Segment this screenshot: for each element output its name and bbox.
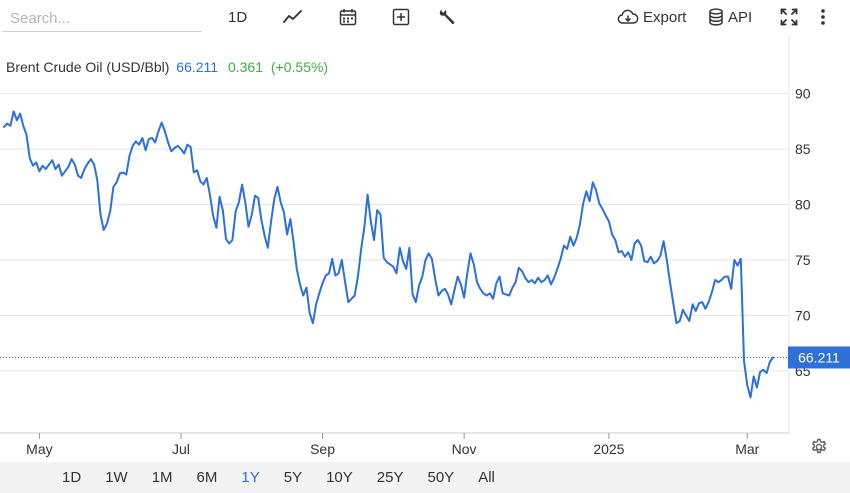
- interval-label: 1D: [228, 8, 248, 26]
- plus-box-icon: [392, 8, 410, 26]
- more-vertical-icon: [821, 9, 825, 25]
- x-tick-label: Sep: [310, 441, 335, 457]
- chart-header: Brent Crude Oil (USD/Bbl) 66.211 0.361 (…: [6, 59, 328, 75]
- price-change-percent: (+0.55%): [270, 59, 329, 75]
- y-tick-label: 75: [795, 252, 811, 268]
- range-1d-button[interactable]: 1D: [59, 469, 84, 486]
- series-line: [3, 110, 774, 399]
- last-value-label: 66.211: [798, 349, 840, 365]
- cloud-download-icon: [617, 9, 639, 24]
- fullscreen-icon: [780, 8, 798, 26]
- x-tick-label: 2025: [593, 441, 624, 457]
- toolbar: 1D Export: [0, 0, 850, 36]
- grid: [0, 36, 790, 433]
- export-label: Export: [643, 8, 687, 26]
- range-all-button[interactable]: All: [475, 469, 498, 486]
- calendar-button[interactable]: [337, 4, 359, 30]
- calendar-icon: [339, 9, 357, 26]
- compare-button[interactable]: [390, 4, 412, 30]
- price-change: 0.361: [227, 59, 263, 75]
- current-price: 66.211: [176, 59, 219, 75]
- export-button[interactable]: Export: [617, 4, 686, 30]
- indicators-button[interactable]: [436, 4, 458, 30]
- fullscreen-button[interactable]: [778, 4, 800, 30]
- last-value-tag: 66.211: [788, 346, 850, 369]
- range-5y-button[interactable]: 5Y: [281, 469, 305, 486]
- database-icon: [709, 8, 723, 26]
- wrench-icon: [439, 9, 455, 25]
- line-chart-icon: [283, 10, 302, 23]
- api-label: API: [728, 8, 753, 26]
- api-button[interactable]: API: [708, 4, 752, 30]
- y-tick-label: 90: [795, 86, 811, 102]
- range-1m-button[interactable]: 1M: [149, 469, 176, 486]
- more-menu-button[interactable]: [816, 4, 830, 30]
- range-6m-button[interactable]: 6M: [194, 469, 221, 486]
- y-tick-label: 80: [795, 197, 811, 213]
- instrument-name: Brent Crude Oil (USD/Bbl): [6, 59, 170, 75]
- x-tick-label: Mar: [735, 441, 759, 457]
- range-1w-button[interactable]: 1W: [102, 469, 131, 486]
- range-selector: 1D 1W 1M 6M 1Y 5Y 10Y 25Y 50Y All: [0, 462, 850, 493]
- range-25y-button[interactable]: 25Y: [374, 469, 407, 486]
- range-10y-button[interactable]: 10Y: [323, 469, 356, 486]
- x-tick-label: Jul: [172, 441, 190, 457]
- range-1y-button[interactable]: 1Y: [238, 469, 262, 486]
- y-tick-label: 85: [795, 141, 811, 157]
- x-tick-label: Nov: [452, 441, 477, 457]
- range-50y-button[interactable]: 50Y: [425, 469, 458, 486]
- search-input[interactable]: [2, 6, 202, 32]
- x-axis: May Jul Sep Nov 2025 Mar: [0, 432, 789, 457]
- interval-button[interactable]: 1D: [228, 4, 247, 30]
- y-tick-label: 70: [795, 307, 811, 323]
- settings-gear-icon[interactable]: [810, 438, 828, 456]
- chart-type-button[interactable]: [282, 4, 304, 30]
- x-tick-label: May: [26, 441, 52, 457]
